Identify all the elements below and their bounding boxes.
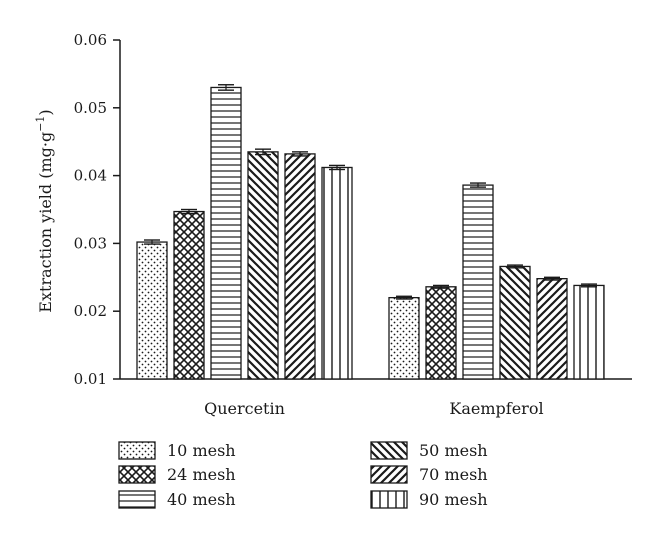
legend-swatch-90-mesh <box>370 490 408 509</box>
bar-10-mesh-kaempferol <box>388 296 420 380</box>
bar-50-mesh-kaempferol <box>499 265 531 380</box>
bar-40-mesh-kaempferol <box>462 184 494 380</box>
bar-10-mesh-quercetin <box>136 241 168 380</box>
y-axis: 0.01 0.02 0.03 0.04 0.05 0.06 <box>74 31 121 388</box>
bar-70-mesh-quercetin <box>284 153 316 380</box>
legend-swatch-50-mesh <box>370 441 408 460</box>
y-tick-label: 0.06 <box>74 31 107 49</box>
legend-label: 90 mesh <box>419 490 488 509</box>
legend-label: 40 mesh <box>167 490 236 509</box>
y-tick-label: 0.03 <box>74 234 107 252</box>
bar-90-mesh-kaempferol <box>573 284 605 380</box>
bars <box>136 84 605 380</box>
legend-swatch-40-mesh <box>118 490 156 509</box>
x-category-label: Kaempferol <box>449 399 543 418</box>
x-axis: Quercetin Kaempferol <box>120 378 632 418</box>
legend-label: 10 mesh <box>167 441 236 460</box>
bar-40-mesh-quercetin <box>210 86 242 380</box>
legend-label: 50 mesh <box>419 441 488 460</box>
legend-swatch-10-mesh <box>118 441 156 460</box>
bar-90-mesh-quercetin <box>321 166 353 380</box>
y-tick-label: 0.01 <box>74 370 107 388</box>
y-tick-label: 0.04 <box>74 167 107 185</box>
legend-swatch-70-mesh <box>370 465 408 484</box>
bar-24-mesh-quercetin <box>173 210 205 380</box>
bar-50-mesh-quercetin <box>247 151 279 380</box>
bar-70-mesh-kaempferol <box>536 278 568 380</box>
y-tick-label: 0.02 <box>74 302 107 320</box>
y-tick-label: 0.05 <box>74 99 107 117</box>
bar-24-mesh-kaempferol <box>425 286 457 380</box>
legend-label: 24 mesh <box>167 465 236 484</box>
y-axis-title: Extraction yield (mg·g−1) <box>34 109 55 312</box>
legend: 10 mesh 24 mesh 40 mesh 50 mesh 70 mesh 90 me… <box>118 441 488 509</box>
x-category-label: Quercetin <box>204 399 285 418</box>
legend-label: 70 mesh <box>419 465 488 484</box>
legend-swatch-24-mesh <box>118 465 156 484</box>
